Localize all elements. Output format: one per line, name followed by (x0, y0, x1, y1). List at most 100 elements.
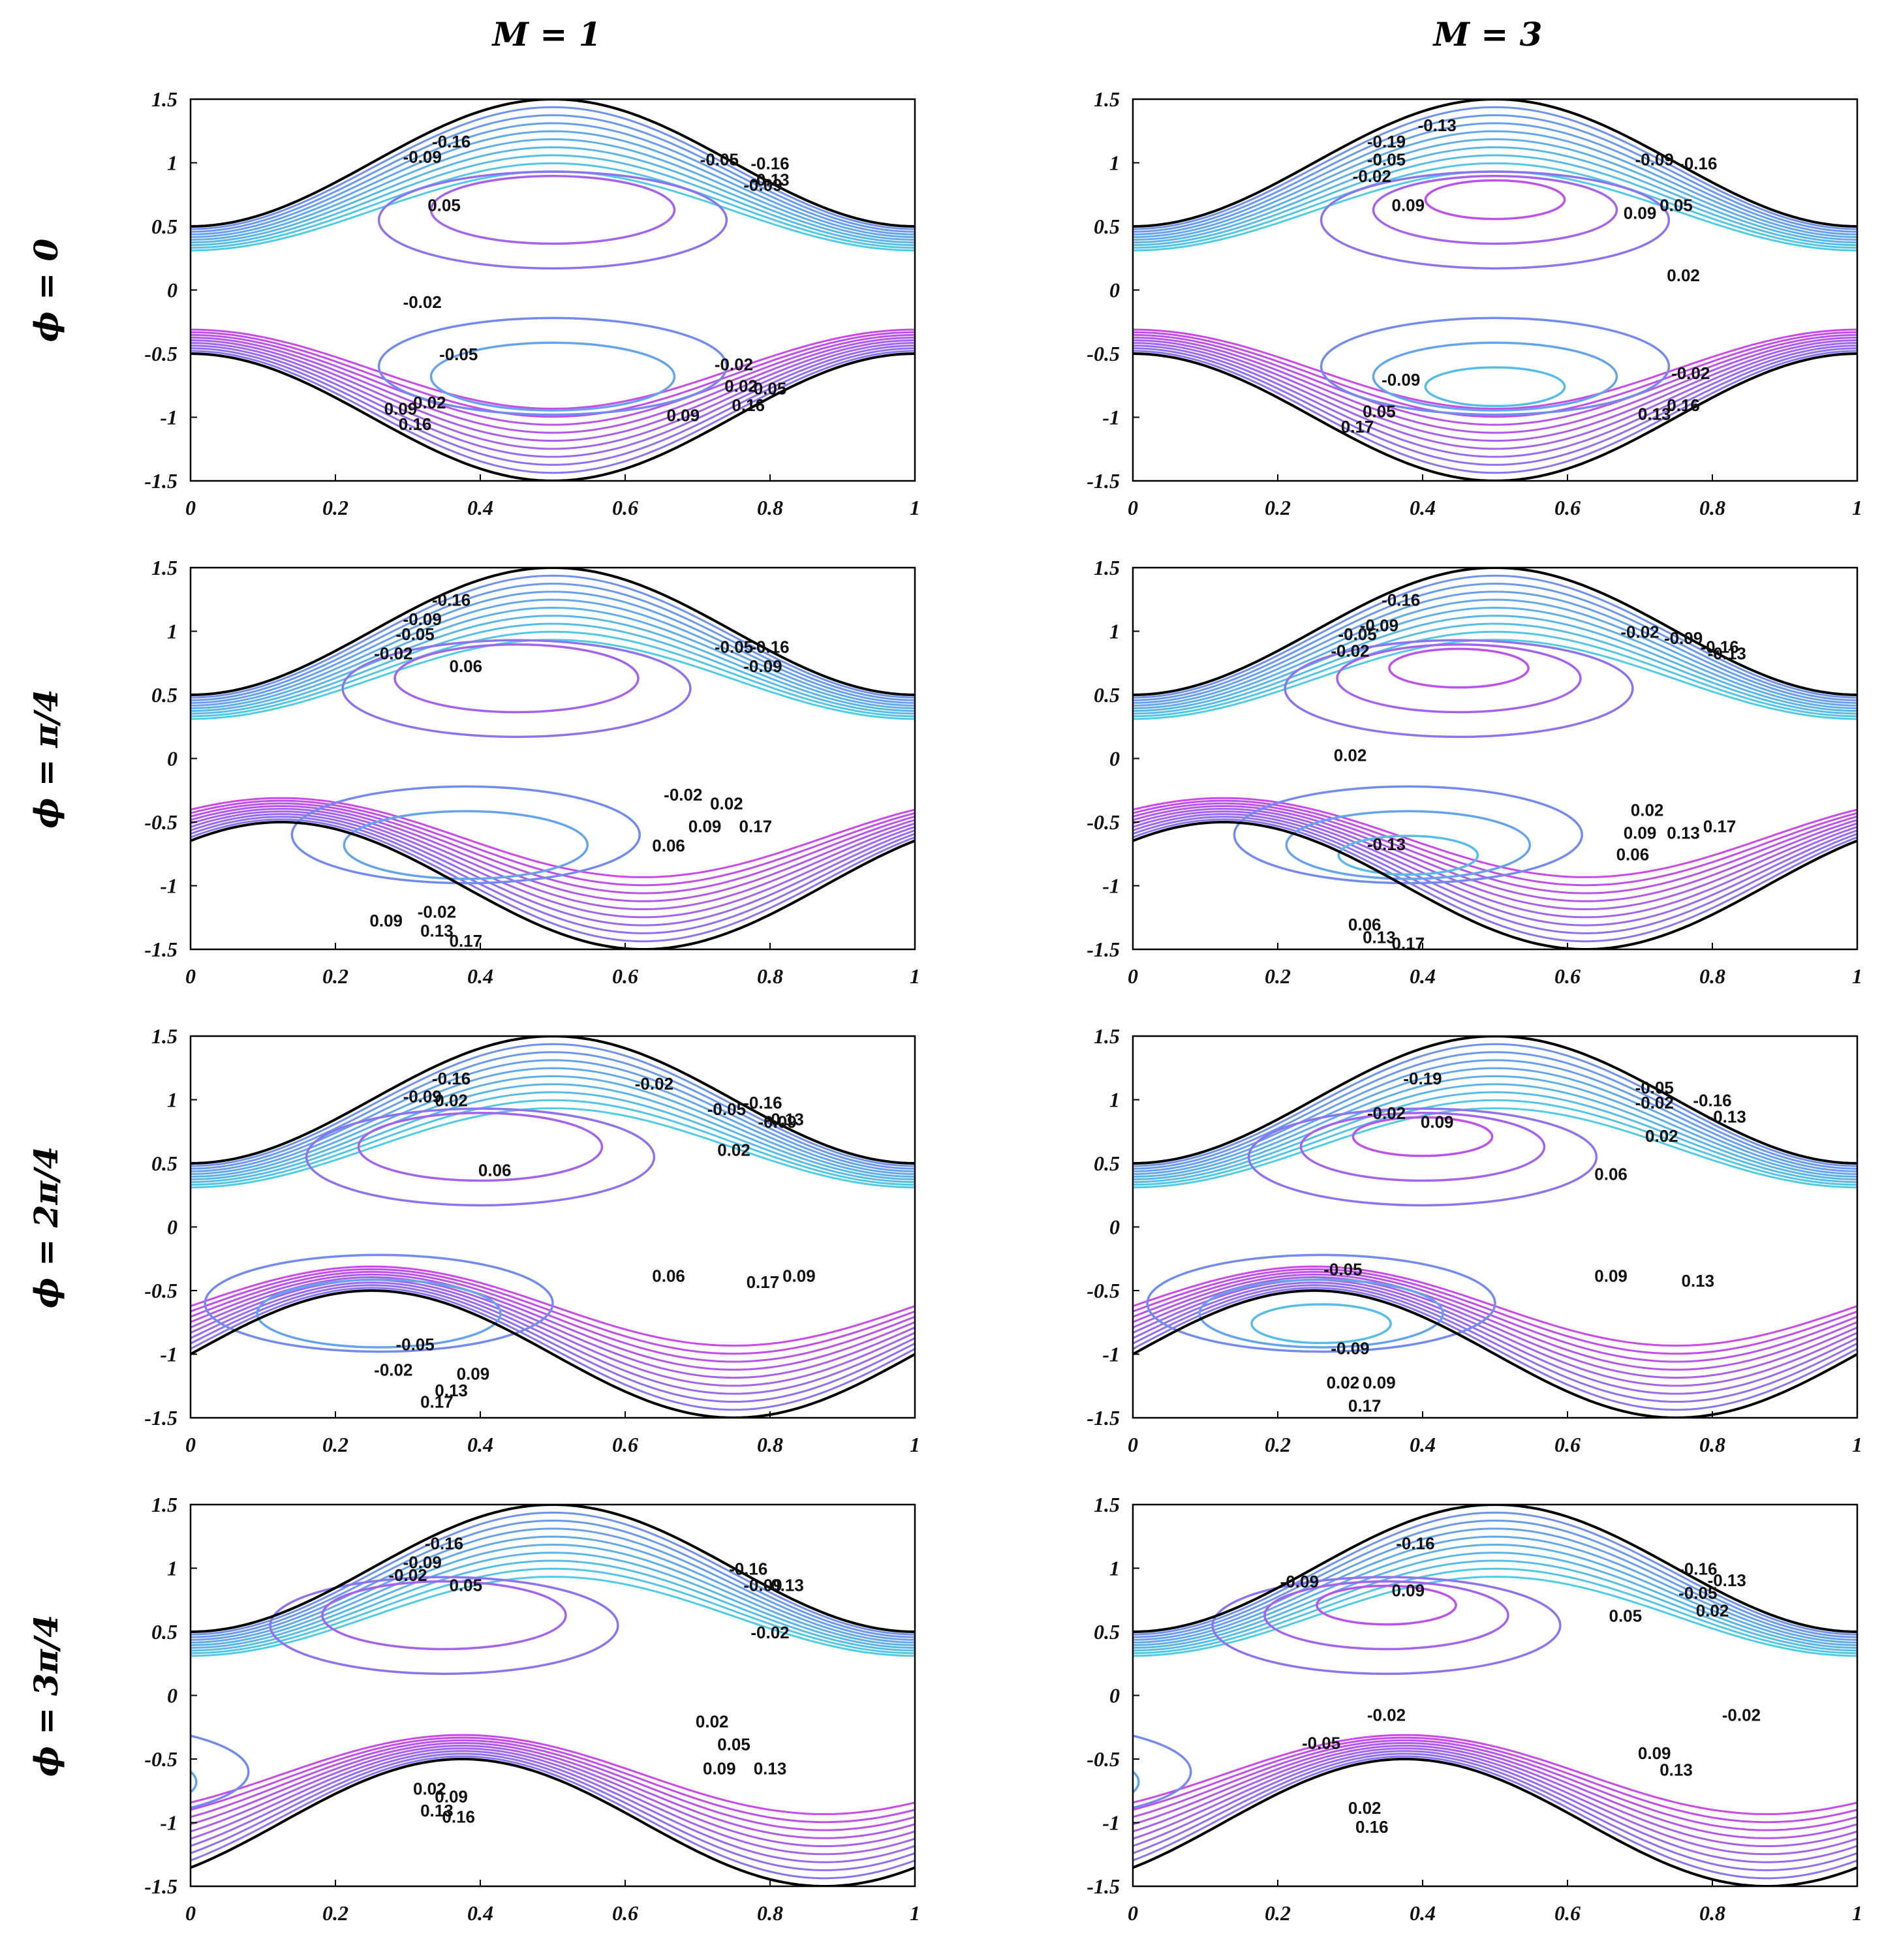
contour-label: 0.06 (1616, 845, 1650, 865)
bolus-lower-contour (1372, 341, 1618, 412)
streamline-upper (191, 1559, 915, 1652)
streamline-upper (1133, 154, 1857, 247)
streamline-upper (191, 590, 915, 704)
lower-wall (191, 1289, 915, 1418)
contour-label: -0.05 (700, 149, 739, 169)
streamline-upper (191, 1091, 915, 1184)
lower-wall (1133, 821, 1857, 949)
y-tick-label: 1 (1109, 151, 1120, 175)
streamline-lower (191, 1284, 915, 1403)
streamline-lower (191, 350, 915, 474)
x-tick-label: 0.2 (1265, 496, 1291, 519)
x-tick-label: 1 (910, 496, 920, 519)
streamline-lower (1133, 802, 1857, 895)
streamline-lower (1133, 1734, 1857, 1815)
contour-label: 0.09 (457, 1364, 490, 1384)
y-tick-label: 0 (1109, 1684, 1120, 1707)
streamline-upper (191, 1059, 915, 1172)
bolus-lower-contour (1250, 1303, 1392, 1345)
lower-wall (1133, 1758, 1857, 1886)
contour-label: -0.09 (403, 609, 442, 629)
streamline-lower (1133, 350, 1857, 474)
upper-wall (1133, 99, 1857, 228)
x-tick-label: 0.4 (1410, 964, 1436, 988)
streamline-upper (191, 639, 915, 720)
streamline-lower (191, 813, 915, 926)
y-tick-label: 0.5 (151, 215, 178, 238)
streamline-lower (1133, 333, 1857, 426)
streamline-upper (191, 606, 915, 709)
x-tick-label: 0.2 (322, 496, 348, 519)
contour-label: 0.09 (1391, 1580, 1425, 1600)
x-tick-label: 0 (185, 1433, 196, 1456)
lower-wall (1133, 1289, 1857, 1418)
y-tick-label: -1 (1102, 1343, 1120, 1366)
streamline-lower (191, 345, 915, 458)
streamline-upper (191, 154, 915, 247)
y-tick-label: 1.5 (1094, 556, 1120, 579)
contour-label: -0.19 (1403, 1069, 1442, 1088)
contour-panel: 0 0.2 0.4 0.6 0.8 11.510.50-0.5-1-1.5-0.16-0.… (144, 556, 920, 988)
streamline-lower (1133, 818, 1857, 943)
x-tick-label: 0.8 (1699, 496, 1725, 519)
streamline-upper (191, 630, 915, 718)
contour-label: -0.09 (1360, 616, 1398, 635)
bolus-lower-contour (1133, 1734, 1192, 1809)
streamline-lower (191, 1273, 915, 1371)
x-tick-label: 0.4 (1410, 496, 1436, 519)
streamline-upper (191, 1552, 915, 1649)
y-tick-label: -1.5 (1087, 1875, 1120, 1898)
contour-label: 0.02 (413, 1779, 446, 1799)
streamline-upper (1133, 1511, 1857, 1636)
contour-label: -0.05 (707, 1099, 746, 1119)
lower-wall (1133, 352, 1857, 481)
contour-label: 0.09 (369, 911, 403, 930)
contour-label: 0.16 (442, 1807, 475, 1827)
streamline-upper (191, 1527, 915, 1641)
y-tick-label: -0.5 (1087, 1747, 1120, 1771)
y-tick-label: 1.5 (151, 87, 178, 111)
y-tick-label: 1.5 (151, 556, 178, 579)
contour-panel: 0 0.2 0.4 0.6 0.8 1 1.5 1 0.5 0 -0.5 -1 -1.5 -0.13 -0.… (1087, 87, 1862, 519)
bolus-upper-contour (1299, 1112, 1546, 1182)
contour-label: -0.16 (1678, 153, 1717, 173)
row-title-phi-2pi4: ϕ = 2π/4 (27, 1146, 65, 1308)
contour-label: 0.06 (652, 836, 685, 855)
streamline-upper (191, 583, 915, 701)
bolus-upper-contour (1336, 643, 1582, 714)
streamline-upper (1133, 138, 1857, 241)
y-tick-label: -1 (160, 874, 178, 898)
contour-label: 0.17 (739, 817, 772, 836)
contour-label: -0.02 (1671, 363, 1710, 383)
streamline-lower (1133, 1753, 1857, 1871)
streamline-lower (191, 805, 915, 902)
y-tick-label: -1 (1102, 406, 1120, 429)
contour-label: -0.02 (715, 354, 753, 374)
y-tick-label: -0.5 (144, 1747, 178, 1771)
row-title-phi-3pi4: ϕ = 3π/4 (27, 1615, 65, 1777)
streamline-upper (1133, 114, 1857, 233)
contour-label: 0.17 (420, 1392, 454, 1411)
contour-label: 0.17 (1348, 1396, 1382, 1415)
bolus-upper-contour (1211, 1576, 1562, 1676)
bolus-upper-contour (341, 639, 692, 739)
contour-label: 0.05 (717, 1734, 750, 1754)
contour-label: 0.09 (688, 817, 722, 836)
streamline-upper (191, 574, 915, 699)
contour-label: -0.09 (1382, 370, 1420, 390)
streamline-upper (1133, 598, 1857, 707)
x-tick-label: 0.2 (322, 1901, 348, 1925)
streamline-lower (191, 336, 915, 434)
contour-label: -0.09 (758, 1112, 796, 1131)
streamline-upper (1133, 1567, 1857, 1655)
y-tick-label: 0.5 (151, 683, 178, 707)
y-tick-label: -0.5 (144, 342, 178, 365)
streamline-lower (191, 1753, 915, 1871)
contour-label: -0.02 (403, 292, 442, 312)
streamline-upper (191, 615, 915, 712)
contour-label: -0.19 (1367, 132, 1406, 151)
bolus-upper-contour (1263, 1580, 1509, 1651)
panels-group: 0 0.2 0.4 0.6 0.8 11.510.50-0.5-1-1.5-0.16-0.… (144, 87, 1862, 1925)
x-tick-label: 0.8 (757, 1433, 783, 1456)
y-tick-label: -1 (1102, 874, 1120, 898)
